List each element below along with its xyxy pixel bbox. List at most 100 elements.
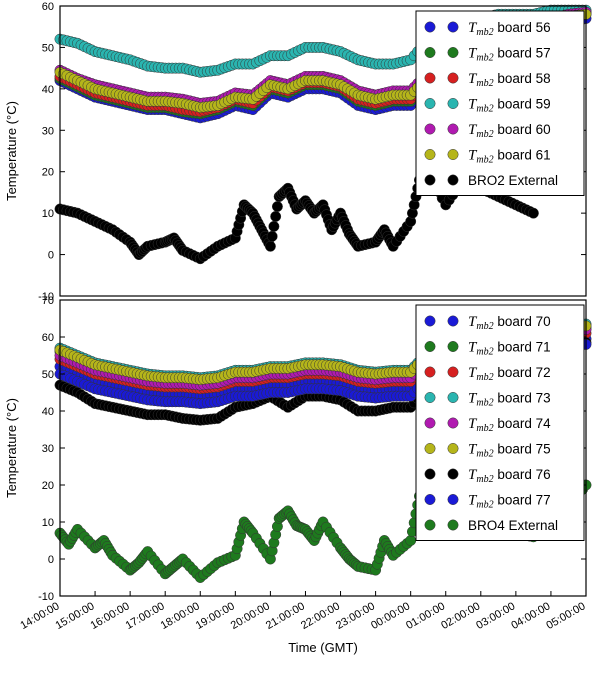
legend-marker [447,392,459,403]
legend-marker [424,174,436,186]
top-panel-y-ticks: 60 50 40 30 20 10 0 -10 [38,1,586,303]
data-point [264,240,276,252]
legend-marker [447,72,459,84]
top-panel-legend: Tmb2 board 56 Tmb2 board 57 Tmb2 board 58 T… [415,10,585,196]
data-point [405,535,417,546]
legend-label: BRO2 External [468,173,558,188]
legend-marker [424,123,436,135]
legend-label: Tmb2 board 73 [468,391,551,409]
y-tick-label: -10 [38,591,54,603]
bottom-panel-y-ticks: 70 60 50 40 30 20 10 0 -10 [38,295,586,603]
data-point [270,211,282,222]
legend-label: Tmb2 board 74 [468,416,551,434]
y-tick-label: 0 [48,554,54,566]
y-tick-label: 30 [42,125,54,137]
legend-label: Tmb2 board 75 [468,442,551,460]
x-tick-label: 22:00:00 [299,600,342,632]
x-tick-label: 18:00:00 [159,600,202,632]
legend-marker [447,468,459,480]
y-tick-label: 40 [42,84,54,96]
y-tick-label: 50 [42,42,54,54]
legend-label: Tmb2 board 72 [468,365,551,383]
legend-marker [424,443,436,454]
legend-box [415,10,585,196]
legend-label: Tmb2 board 70 [468,314,551,332]
x-tick-label: 00:00:00 [369,600,412,632]
x-tick-label: 14:00:00 [18,600,61,632]
y-tick-label: 30 [42,443,54,455]
y-tick-label: 70 [42,295,54,307]
legend-marker [447,174,459,186]
legend-marker [447,366,459,378]
legend-marker [424,315,436,327]
y-tick-label: 60 [42,332,54,344]
legend-label: Tmb2 board 56 [468,20,551,38]
legend-label: BRO4 External [468,518,558,533]
y-tick-label: 20 [42,167,54,179]
y-tick-label: 0 [48,250,54,262]
legend-label: Tmb2 board 59 [468,97,551,115]
legend-marker [447,417,459,429]
legend-label: Tmb2 board 58 [468,71,551,89]
legend-marker [424,494,436,505]
legend-marker [447,98,459,109]
legend-marker [447,443,459,454]
legend-label: Tmb2 board 71 [468,340,551,358]
x-tick-label: 15:00:00 [53,600,96,632]
legend-marker [447,494,459,505]
legend-marker [424,341,436,352]
top-panel: 60 50 40 30 20 10 0 -10 Temperature (°C) Tmb2 b… [4,1,592,303]
x-tick-label: 23:00:00 [334,600,377,632]
legend-marker [424,417,436,429]
legend-marker [447,123,459,135]
legend-marker [424,392,436,403]
legend-marker [447,47,459,58]
legend-marker [447,341,459,352]
bottom-panel-x-ticks: 14:00:0015:00:0016:00:0017:00:0018:00:00… [18,591,588,632]
bottom-panel-y-axis-label: Temperature (°C) [4,398,19,498]
legend-label: Tmb2 board 77 [468,493,551,511]
bottom-panel: 70 60 50 40 30 20 10 0 -10 14:00:0015:00:0016:00… [4,295,592,655]
data-point [527,207,539,219]
y-tick-label: 10 [42,208,54,220]
data-point [271,201,283,212]
legend-marker [424,21,436,33]
data-point [268,220,280,232]
legend-marker [424,72,436,84]
x-tick-label: 03:00:00 [474,600,517,632]
legend-marker [424,519,436,531]
series-bro2-external [54,166,539,265]
x-tick-label: 20:00:00 [229,600,272,632]
bottom-panel-legend: Tmb2 board 70 Tmb2 board 71 Tmb2 board 72 T… [415,304,585,541]
top-panel-y-axis-label: Temperature (°C) [4,101,19,201]
data-point [266,230,278,242]
legend-marker [424,366,436,378]
legend-label: Tmb2 board 61 [468,148,551,166]
y-tick-label: 20 [42,480,54,492]
x-tick-label: 04:00:00 [509,600,552,632]
x-tick-label: 01:00:00 [404,600,447,632]
y-tick-label: 40 [42,406,54,418]
legend-marker [424,98,436,109]
legend-marker [447,315,459,327]
y-tick-label: 60 [42,1,54,13]
legend-label: Tmb2 board 76 [468,467,551,485]
x-tick-label: 05:00:00 [544,600,587,632]
x-tick-label: 21:00:00 [264,600,307,632]
y-tick-label: 50 [42,369,54,381]
legend-marker [447,21,459,33]
x-tick-label: 16:00:00 [89,600,132,632]
y-tick-label: -10 [38,291,54,303]
y-tick-label: 10 [42,517,54,529]
legend-marker [424,468,436,480]
legend-marker [447,149,459,160]
x-tick-label: 19:00:00 [194,600,237,632]
legend-box [415,304,585,541]
legend-marker [424,149,436,160]
x-tick-label: 17:00:00 [124,600,167,632]
top-panel-frame [59,5,587,297]
x-axis-label: Time (GMT) [288,640,358,655]
legend-marker [424,47,436,58]
